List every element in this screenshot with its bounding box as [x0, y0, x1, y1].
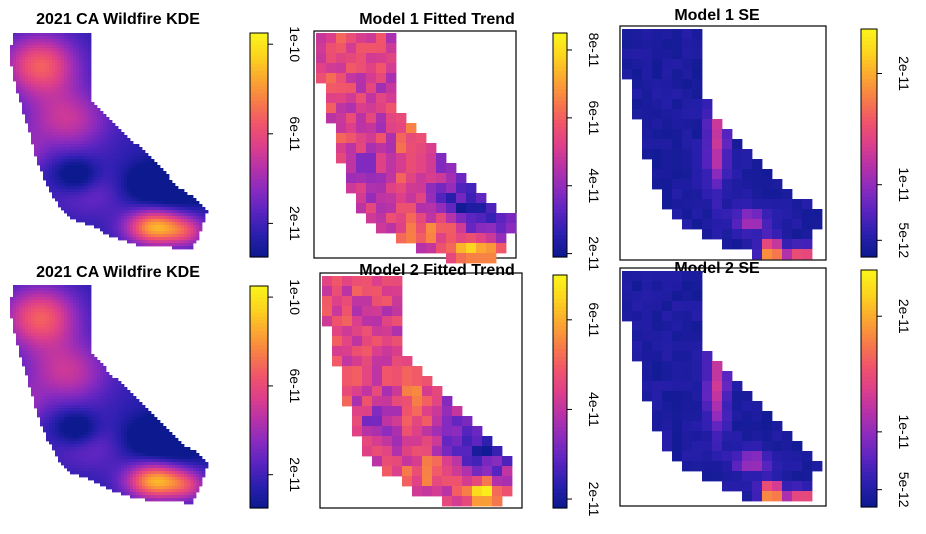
colorbar: 2e-11 4e-11 6e-11 8e-11 — [552, 32, 602, 271]
colorbar-tick-label: 5e-12 — [896, 472, 912, 508]
panel-model1-trend: Model 1 Fitted Trend 2e-11 4e-11 6e-11 8e-11 — [313, 11, 602, 271]
california-map — [322, 276, 513, 507]
panel-kde-1: 2021 CA Wildfire KDE 2e-11 6e-11 1e-10 — [10, 11, 303, 258]
colorbar-tick-label: 8e-11 — [586, 33, 602, 68]
california-map — [10, 285, 209, 505]
colorbar-tick-label: 1e-11 — [896, 414, 912, 449]
colorbar-frame — [249, 285, 269, 509]
colorbar-tick-label: 1e-10 — [287, 279, 303, 315]
colorbar-tick-label: 6e-11 — [287, 369, 303, 404]
colorbar-frame — [552, 274, 568, 509]
panel-title: 2021 CA Wildfire KDE — [36, 11, 200, 28]
colorbar-tick-label: 4e-11 — [586, 392, 602, 427]
colorbar-tick-label: 1e-10 — [287, 26, 303, 62]
plot-frame — [619, 25, 827, 261]
colorbar-frame — [249, 32, 269, 258]
plot-frame — [619, 267, 827, 507]
colorbar: 5e-12 1e-11 2e-11 — [860, 28, 912, 258]
panel-title: Model 1 SE — [674, 7, 760, 24]
panel-model2-trend: Model 2 Fitted Trend 2e-11 4e-11 6e-11 — [319, 262, 602, 517]
panel-kde-2: 2021 CA Wildfire KDE 2e-11 6e-11 1e-10 — [10, 264, 303, 509]
colorbar-tick-label: 2e-11 — [287, 457, 303, 492]
panel-model1-se: Model 1 SE 5e-12 1e-11 2e-11 — [619, 7, 912, 261]
colorbar: 2e-11 6e-11 1e-10 — [249, 279, 303, 509]
colorbar-tick-label: 2e-11 — [586, 482, 602, 517]
colorbar-frame — [860, 28, 878, 258]
plot-frame — [319, 272, 523, 509]
panel-title: 2021 CA Wildfire KDE — [36, 264, 200, 281]
colorbar-tick-label: 2e-11 — [287, 206, 303, 241]
colorbar-tick-label: 2e-11 — [586, 236, 602, 271]
colorbar-tick-label: 6e-11 — [586, 100, 602, 135]
colorbar-frame — [552, 32, 568, 258]
colorbar-tick-label: 5e-12 — [896, 222, 912, 258]
panel-title: Model 1 Fitted Trend — [359, 11, 515, 28]
colorbar-tick-label: 6e-11 — [287, 116, 303, 151]
colorbar-frame — [860, 269, 878, 508]
colorbar: 2e-11 6e-11 1e-10 — [249, 26, 303, 258]
colorbar-tick-label: 2e-11 — [896, 299, 912, 334]
colorbar-tick-label: 4e-11 — [586, 168, 602, 203]
california-map — [622, 29, 823, 260]
california-map — [622, 271, 823, 502]
california-map — [316, 33, 517, 264]
panel-title: Model 2 Fitted Trend — [359, 262, 515, 279]
colorbar-tick-label: 6e-11 — [586, 302, 602, 337]
colorbar-tick-label: 2e-11 — [896, 56, 912, 91]
colorbar: 5e-12 1e-11 2e-11 — [860, 269, 912, 508]
plot-frame — [313, 30, 517, 259]
california-map — [10, 33, 209, 250]
colorbar-tick-label: 1e-11 — [896, 167, 912, 202]
colorbar: 2e-11 4e-11 6e-11 — [552, 274, 602, 517]
